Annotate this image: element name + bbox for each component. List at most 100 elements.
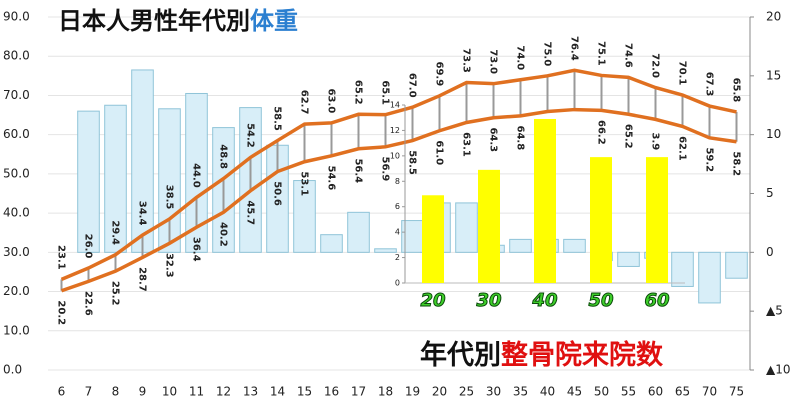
data-label: 62.7 [299,90,310,115]
x-tick-label: 15 [297,385,312,399]
inset-x-label: 30 [476,290,501,311]
y-tick-label: 0.0 [3,363,22,377]
y-tick-label: 20.0 [3,284,30,298]
x-tick-label: 65 [675,385,690,399]
data-label: 76.4 [569,36,580,61]
data-label: 23.1 [56,245,67,270]
data-label: 70.1 [677,61,688,86]
data-label: 74.0 [515,45,526,70]
x-tick-label: 8 [112,385,120,399]
x-tick-label: 10 [162,385,177,399]
x-tick-label: 35 [513,385,528,399]
y-tick-label: 70.0 [3,88,30,102]
x-tick-label: 19 [405,385,420,399]
x-tick-label: 75 [729,385,744,399]
title-part: 日本人男性年代別 [58,7,250,35]
inset-tick-label: 12 [390,126,400,135]
data-label: 67.0 [407,73,418,98]
x-tick-label: 7 [85,385,93,399]
data-label: 53.1 [299,171,310,196]
data-label: 58.5 [407,150,418,175]
bar [509,238,532,253]
inset-bar [646,157,668,283]
data-label: 65.2 [623,124,634,149]
data-label: 56.4 [353,158,364,183]
inset-bar [422,195,444,283]
data-label: 58.2 [731,151,742,176]
plot: 0.0 10.0 20.0 30.0 40.0 50.0 60.0 70.0 80.0 90.0 ▲… [3,10,791,399]
x-tick-label: 60 [648,385,663,399]
x-tick-label: 16 [324,385,339,399]
subtitle-part: 年代別 [420,339,501,371]
bar [293,180,316,253]
data-label: 64.8 [515,125,526,150]
y-tick-label: 40.0 [3,206,30,220]
y2-tick-label: ▲10 [766,363,791,377]
data-label: 74.6 [623,43,634,68]
data-label: 29.4 [110,220,121,245]
data-label: 36.4 [191,237,202,262]
data-label: 50.6 [272,181,283,206]
data-label: 54.2 [245,123,256,148]
x-tick-label: 40 [540,385,555,399]
data-label: 67.3 [704,72,715,97]
data-label: 65.2 [353,80,364,105]
x-tick-label: 14 [270,385,285,399]
data-label: 72.0 [650,53,661,78]
bar [77,110,100,253]
data-label: 59.2 [704,147,715,172]
data-label: 26.0 [83,234,94,259]
data-label: 75.1 [596,41,607,66]
y-tick-label: 90.0 [3,10,30,24]
inset-x-label: 50 [588,290,613,311]
inset-bar [534,118,556,283]
data-label: 38.5 [164,185,175,210]
inset-x-label: 20 [420,290,445,311]
data-label: 75.0 [542,41,553,66]
x-tick-label: 11 [189,385,204,399]
inset-tick-label: 4 [395,228,400,237]
y-tick-label: 50.0 [3,166,30,180]
y-tick-label: 10.0 [3,323,30,337]
data-label: 28.7 [137,267,148,292]
data-label: 54.6 [326,166,337,191]
data-label: 65.8 [731,78,742,103]
inset-tick-label: 2 [395,253,400,262]
data-label: 73.0 [488,49,499,74]
data-label: 65.1 [380,80,391,105]
chart-title: 日本人男性年代別体重 [58,7,298,35]
data-label: 58.5 [272,106,283,131]
data-label: 64.3 [488,127,499,152]
y-tick-label: 30.0 [3,245,30,259]
y2-tick-label: 15 [766,68,781,82]
bar [347,211,370,253]
x-tick-label: 17 [351,385,366,399]
data-label: 63.1 [461,132,472,157]
y2-tick-label: 10 [766,127,781,141]
y2-tick-label: ▲5 [766,304,783,318]
data-label: 56.9 [380,156,391,181]
x-tick-label: 70 [702,385,717,399]
data-label: 66.2 [596,120,607,145]
data-label: 32.3 [164,253,175,278]
bar [104,104,127,253]
x-tick-label: 20 [432,385,447,399]
inset-x-label: 60 [644,290,669,311]
y-tick-label: 60.0 [3,127,30,141]
bar [185,92,208,253]
data-label: 40.2 [218,222,229,247]
data-label: 73.3 [461,48,472,73]
inset-x-label: 40 [531,290,557,311]
data-label: 3.9 [650,133,661,151]
y2-tick-label: 0 [766,245,774,259]
x-tick-label: 25 [459,385,474,399]
y2-tick-label: 20 [766,10,781,24]
data-label: 61.0 [434,140,445,165]
x-tick-label: 6 [58,385,66,399]
x-tick-label: 50 [594,385,609,399]
inset-tick-label: 14 [390,101,400,110]
y-tick-label: 80.0 [3,49,30,63]
x-tick-label: 18 [378,385,393,399]
bar [374,248,397,253]
